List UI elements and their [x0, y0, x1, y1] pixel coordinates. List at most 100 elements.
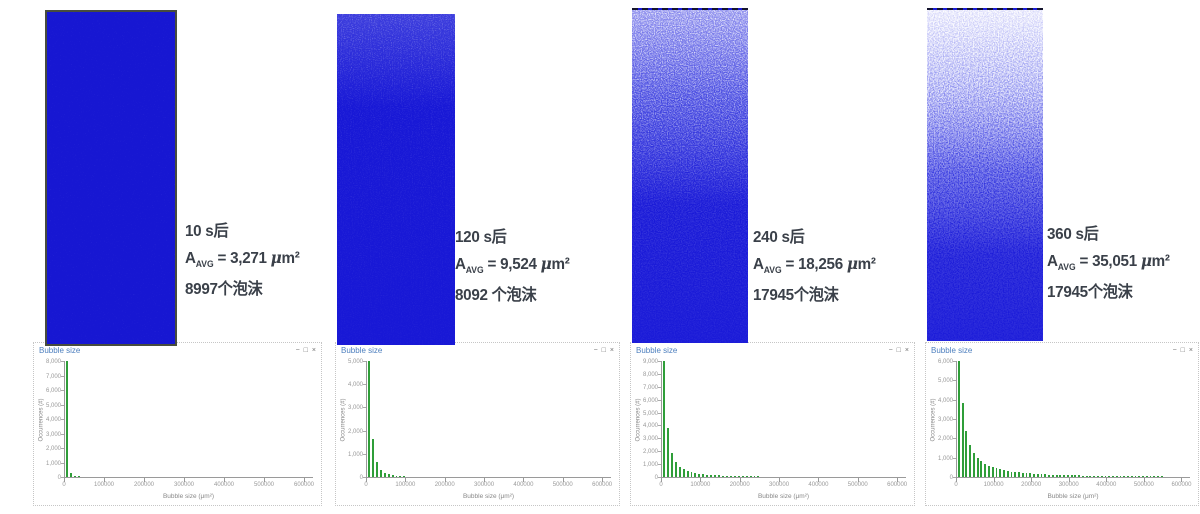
histogram-bar: [702, 474, 705, 477]
chart-window-titlebar[interactable]: Bubble size − □ ×: [336, 343, 619, 356]
histogram-plot: [956, 361, 1190, 478]
y-tick-mark: [363, 430, 366, 432]
x-tick-mark: [993, 478, 995, 482]
maximize-icon[interactable]: □: [896, 346, 901, 354]
y-tick-mark: [363, 453, 366, 455]
x-tick-label: 600000: [887, 482, 908, 488]
foam-noise-texture: [337, 14, 455, 345]
histogram-bar: [1160, 476, 1163, 477]
histogram-bar: [399, 476, 402, 477]
histogram-bar: [733, 476, 736, 477]
y-tick-label: 0: [654, 475, 658, 481]
x-tick-mark: [523, 478, 525, 482]
x-tick-label: 0: [954, 482, 958, 488]
minimize-icon[interactable]: −: [593, 346, 598, 354]
mu-symbol: μ: [1140, 251, 1152, 270]
histogram-bar: [1145, 476, 1148, 477]
histogram-bar: [984, 463, 987, 477]
histogram-bar: [988, 465, 990, 477]
chart-window-titlebar[interactable]: Bubble size − □ ×: [926, 343, 1198, 356]
x-tick-label: 100000: [395, 482, 416, 488]
x-tick-label: 600000: [1171, 482, 1192, 488]
histogram-bar: [678, 466, 681, 477]
x-tick-mark: [144, 478, 145, 482]
y-tick-mark: [658, 361, 661, 362]
y-tick-mark: [61, 448, 64, 449]
x-tick-label: 300000: [474, 482, 495, 488]
y-axis-label: Occurrences (#): [340, 397, 347, 442]
plot-area-wrapper: Occurrences (#) Bubble size (μm²) 0 10000…: [38, 359, 314, 500]
mu-symbol: μ: [540, 254, 552, 273]
histogram-bar: [1006, 470, 1009, 477]
histogram-bar: [1025, 473, 1028, 477]
maximize-icon[interactable]: □: [1180, 346, 1185, 354]
minimize-icon[interactable]: −: [888, 346, 893, 354]
minimize-icon[interactable]: −: [295, 346, 300, 354]
time-label: 240 s后: [753, 229, 805, 246]
y-tick-mark: [953, 399, 956, 401]
x-tick-label: 300000: [1058, 482, 1079, 488]
x-tick-mark: [1181, 478, 1183, 482]
x-tick-mark: [1106, 478, 1108, 482]
chart-window-titlebar[interactable]: Bubble size − □ ×: [631, 343, 914, 356]
chart-window-titlebar[interactable]: Bubble size − □ ×: [34, 343, 321, 356]
histogram-plot: [64, 361, 313, 478]
x-tick-mark: [739, 478, 741, 482]
x-tick-label: 400000: [1096, 482, 1117, 488]
annotation-240s: 240 s后 AAVG = 18,256 μm² 17945个泡沫: [753, 225, 876, 309]
x-tick-label: 400000: [513, 482, 534, 488]
maximize-icon[interactable]: □: [303, 346, 308, 354]
close-icon[interactable]: ×: [609, 346, 614, 354]
minimize-icon[interactable]: −: [1172, 346, 1177, 354]
histogram-bar: [367, 361, 370, 477]
x-tick-mark: [602, 478, 604, 482]
histogram-bar: [729, 475, 732, 477]
y-tick-label: 2,000: [642, 449, 658, 456]
x-tick-label: 500000: [1133, 482, 1154, 488]
y-tick-label: 5,000: [45, 402, 61, 409]
histogram-bar: [674, 462, 677, 477]
histogram-bar: [757, 476, 760, 477]
y-tick-label: 3,000: [347, 405, 363, 412]
avg-area-value: AAVG = 9,524 μm²: [455, 254, 570, 276]
histogram-bar: [753, 476, 756, 477]
histogram-bar: [1089, 475, 1092, 477]
histogram-bar: [995, 468, 998, 477]
bubble-size-chart-window-4: Bubble size − □ × Occurrences (#) Bubble…: [925, 342, 1199, 506]
histogram-bar: [1138, 476, 1141, 477]
maximize-icon[interactable]: □: [601, 346, 606, 354]
close-icon[interactable]: ×: [311, 346, 316, 354]
x-tick-mark: [366, 478, 367, 482]
histogram-bar: [1010, 471, 1013, 477]
x-tick-mark: [1031, 478, 1033, 482]
y-tick-mark: [658, 399, 661, 401]
histogram-bar: [1153, 476, 1156, 477]
foam-image-360s: [927, 8, 1043, 341]
y-tick-mark: [658, 477, 661, 478]
y-tick-label: 5,000: [642, 410, 658, 417]
avg-area-value: AAVG = 3,271 μm²: [185, 248, 300, 270]
histogram-bar: [666, 428, 669, 477]
x-axis-label: Bubble size (μm²): [757, 493, 810, 500]
x-tick-label: 600000: [592, 482, 613, 488]
x-tick-label: 100000: [93, 482, 115, 488]
y-tick-label: 4,000: [45, 417, 61, 423]
y-tick-label: 6,000: [937, 359, 953, 365]
histogram-bar: [74, 475, 76, 477]
close-icon[interactable]: ×: [1188, 346, 1193, 354]
y-tick-label: 3,000: [937, 417, 953, 423]
y-tick-label: 6,000: [642, 397, 658, 404]
histogram-bar: [682, 469, 685, 477]
annotation-120s: 120 s后 AAVG = 9,524 μm² 8092 个泡沫: [455, 225, 570, 309]
y-axis-label: Occurrences (#): [635, 397, 642, 442]
x-tick-label: 0: [659, 482, 663, 488]
y-tick-label: 5,000: [347, 359, 363, 365]
histogram-bar: [957, 361, 960, 477]
close-icon[interactable]: ×: [904, 346, 909, 354]
x-tick-mark: [700, 478, 702, 482]
y-tick-label: 4,000: [937, 397, 953, 404]
histogram-bar: [1093, 475, 1096, 477]
y-tick-mark: [658, 451, 661, 453]
y-tick-label: 7,000: [642, 384, 658, 391]
y-tick-label: 1,000: [45, 460, 61, 467]
